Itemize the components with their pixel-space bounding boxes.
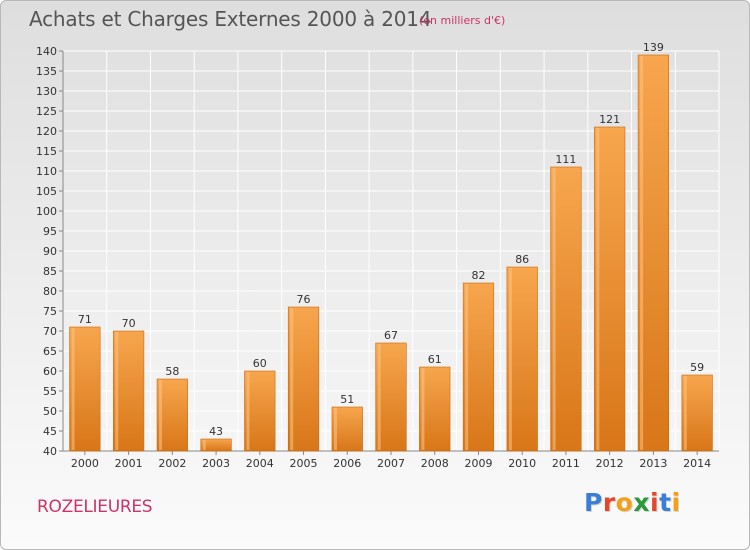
value-label: 111 bbox=[555, 153, 576, 166]
value-label: 61 bbox=[428, 353, 442, 366]
commune-name: ROZELIEURES bbox=[37, 497, 153, 517]
y-tick-label: 125 bbox=[36, 105, 57, 118]
bar-highlight bbox=[552, 168, 556, 450]
logo-letter: t bbox=[659, 488, 672, 517]
x-tick-label: 2003 bbox=[202, 457, 230, 470]
bar-highlight bbox=[640, 56, 644, 450]
bar-highlight bbox=[246, 372, 250, 450]
y-tick-label: 135 bbox=[36, 65, 57, 78]
bar-2010 bbox=[506, 266, 538, 452]
bar-highlight bbox=[377, 344, 381, 450]
x-tick-label: 2007 bbox=[377, 457, 405, 470]
value-label: 121 bbox=[599, 113, 620, 126]
y-tick-label: 65 bbox=[43, 345, 57, 358]
x-tick-label: 2011 bbox=[552, 457, 580, 470]
bar-2002 bbox=[156, 378, 188, 452]
bar-highlight bbox=[683, 376, 687, 450]
logo-letter: P bbox=[584, 488, 603, 517]
value-label: 67 bbox=[384, 329, 398, 342]
bar-highlight bbox=[465, 284, 469, 450]
x-tick-label: 2004 bbox=[246, 457, 274, 470]
bar-highlight bbox=[290, 308, 294, 450]
y-tick-label: 50 bbox=[43, 405, 57, 418]
value-label: 76 bbox=[297, 293, 311, 306]
labels: 40 45 50 55 60 65 70 75 80 85 90 95 100 105 110 115 120 1… bbox=[36, 41, 711, 470]
y-tick-label: 80 bbox=[43, 285, 57, 298]
y-tick-label: 85 bbox=[43, 265, 57, 278]
x-tick-label: 2010 bbox=[508, 457, 536, 470]
bar-2007 bbox=[375, 342, 407, 452]
chart-subtitle: (en milliers d'€) bbox=[419, 14, 506, 27]
chart-title: Achats et Charges Externes 2000 à 2014 bbox=[29, 7, 432, 31]
bar-highlight bbox=[71, 328, 75, 450]
bar-highlight bbox=[159, 380, 163, 450]
y-tick-label: 130 bbox=[36, 85, 57, 98]
bars bbox=[69, 54, 713, 452]
x-tick-label: 2012 bbox=[596, 457, 624, 470]
y-tick-label: 90 bbox=[43, 245, 57, 258]
y-tick-label: 95 bbox=[43, 225, 57, 238]
bar-highlight bbox=[202, 440, 206, 450]
bar-2013 bbox=[637, 54, 670, 452]
value-label: 60 bbox=[253, 357, 267, 370]
bar-2001 bbox=[112, 330, 145, 452]
value-label: 58 bbox=[165, 365, 179, 378]
bar-2005 bbox=[287, 306, 320, 452]
x-tick-label: 2008 bbox=[421, 457, 449, 470]
bar-2004 bbox=[244, 370, 276, 452]
x-tick-label: 2009 bbox=[464, 457, 492, 470]
value-label: 86 bbox=[515, 253, 529, 266]
logo-letter: i bbox=[671, 488, 681, 517]
logo-letter: x bbox=[633, 488, 650, 517]
bar-highlight bbox=[115, 332, 119, 450]
x-tick-label: 2006 bbox=[333, 457, 361, 470]
y-tick-label: 75 bbox=[43, 305, 57, 318]
bar-2011 bbox=[550, 166, 582, 452]
y-tick-label: 55 bbox=[43, 385, 57, 398]
logo-letter: o bbox=[615, 488, 634, 517]
bar-2003 bbox=[200, 438, 232, 452]
value-label: 59 bbox=[690, 361, 704, 374]
value-label: 70 bbox=[122, 317, 136, 330]
value-label: 51 bbox=[340, 393, 354, 406]
y-tick-label: 140 bbox=[36, 45, 57, 58]
y-tick-label: 60 bbox=[43, 365, 57, 378]
y-tick-label: 70 bbox=[43, 325, 57, 338]
bar-highlight bbox=[333, 408, 337, 450]
bar-highlight bbox=[508, 268, 512, 450]
proxiti-logo: Proxiti bbox=[584, 488, 681, 517]
logo-letter: r bbox=[602, 488, 616, 517]
bar-2014 bbox=[681, 374, 713, 452]
value-label: 43 bbox=[209, 425, 223, 438]
bar-highlight bbox=[421, 368, 425, 450]
x-tick-label: 2001 bbox=[115, 457, 143, 470]
x-tick-label: 2000 bbox=[71, 457, 99, 470]
y-tick-label: 115 bbox=[36, 145, 57, 158]
y-tick-label: 110 bbox=[36, 165, 57, 178]
bar-2012 bbox=[594, 126, 626, 452]
y-tick-label: 120 bbox=[36, 125, 57, 138]
y-tick-label: 45 bbox=[43, 425, 57, 438]
y-tick-label: 100 bbox=[36, 205, 57, 218]
y-tick-label: 40 bbox=[43, 445, 57, 458]
x-tick-label: 2002 bbox=[158, 457, 186, 470]
value-label: 71 bbox=[78, 313, 92, 326]
bar-2008 bbox=[419, 366, 451, 452]
value-label: 139 bbox=[643, 41, 664, 54]
bar-highlight bbox=[596, 128, 600, 450]
x-tick-label: 2005 bbox=[290, 457, 318, 470]
bar-2009 bbox=[462, 282, 495, 452]
y-tick-label: 105 bbox=[36, 185, 57, 198]
x-tick-label: 2014 bbox=[683, 457, 711, 470]
logo-letter: i bbox=[650, 488, 660, 517]
x-tick-label: 2013 bbox=[639, 457, 667, 470]
value-label: 82 bbox=[471, 269, 485, 282]
bar-2006 bbox=[331, 406, 363, 452]
bar-2000 bbox=[69, 326, 101, 452]
